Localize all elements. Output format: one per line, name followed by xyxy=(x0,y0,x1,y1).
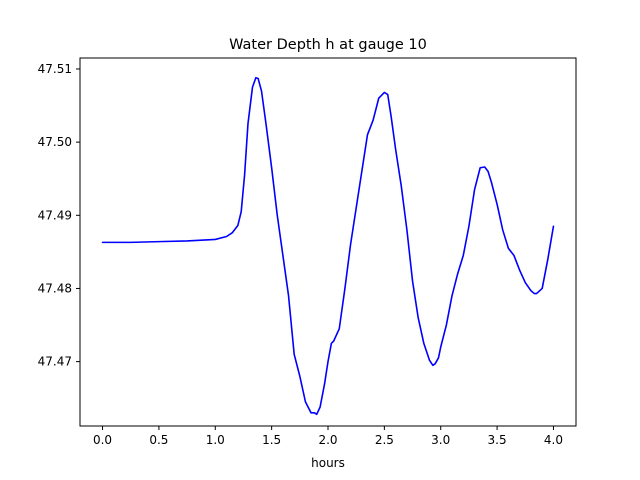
plot-area xyxy=(101,76,555,416)
x-axis: 0.0 0.5 1.0 1.5 2.0 2.5 3.0 3.5 4.0 xyxy=(93,426,563,447)
x-tick-label: 2.0 xyxy=(318,433,337,447)
x-tick-label: 2.5 xyxy=(375,433,394,447)
x-tick-label: 3.0 xyxy=(431,433,450,447)
x-tick-label: 1.5 xyxy=(262,433,281,447)
y-tick-label: 47.50 xyxy=(38,135,72,149)
x-tick-label: 3.5 xyxy=(488,433,507,447)
chart-title: Water Depth h at gauge 10 xyxy=(229,37,427,53)
x-tick-label: 0.0 xyxy=(93,433,112,447)
x-tick-label: 1.0 xyxy=(206,433,225,447)
y-tick-label: 47.49 xyxy=(38,208,72,222)
y-tick-label: 47.51 xyxy=(38,62,72,76)
y-tick-label: 47.48 xyxy=(38,281,72,295)
series-line xyxy=(101,76,555,416)
y-tick-label: 47.47 xyxy=(38,355,72,369)
x-tick-label: 4.0 xyxy=(544,433,563,447)
x-axis-label: hours xyxy=(311,456,345,470)
y-axis: 47.47 47.48 47.49 47.50 47.51 xyxy=(38,62,80,369)
x-tick-label: 0.5 xyxy=(149,433,168,447)
